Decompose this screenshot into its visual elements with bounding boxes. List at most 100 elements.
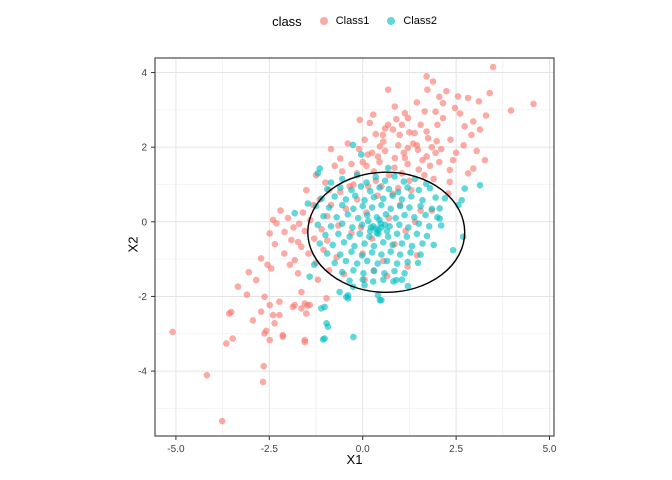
scatter-point-class1 <box>295 220 303 227</box>
scatter-point-class2 <box>338 201 346 209</box>
scatter-point-class2 <box>337 251 344 258</box>
scatter-point-class2 <box>291 209 299 217</box>
scatter-point-class2 <box>400 178 408 185</box>
scatter-point-class2 <box>374 292 382 299</box>
scatter-point-class2 <box>363 257 371 265</box>
scatter-point-class2 <box>404 282 412 290</box>
scatter-point-class1 <box>290 224 297 231</box>
scatter-point-class2 <box>350 267 357 274</box>
scatter-point-class2 <box>335 230 342 238</box>
scatter-point-class2 <box>357 151 365 158</box>
scatter-point-class2 <box>370 267 378 275</box>
scatter-point-class1 <box>411 129 418 137</box>
scatter-point-class1 <box>218 417 226 425</box>
scatter-point-class1 <box>380 138 387 145</box>
scatter-point-class2 <box>366 187 374 195</box>
scatter-point-class1 <box>432 108 439 115</box>
scatter-point-class1 <box>404 144 412 152</box>
scatter-point-class2 <box>476 181 484 189</box>
scatter-point-class1 <box>507 107 515 114</box>
scatter-point-class2 <box>372 173 380 181</box>
scatter-point-class1 <box>366 119 374 127</box>
scatter-point-class1 <box>245 268 253 276</box>
scatter-point-class2 <box>408 242 416 250</box>
scatter-point-class2 <box>426 184 434 192</box>
scatter-point-class1 <box>381 147 389 155</box>
scatter-point-class2 <box>369 278 377 285</box>
scatter-point-class1 <box>355 145 363 153</box>
y-tick-label: -4 <box>138 367 147 378</box>
scatter-point-class1 <box>401 109 409 117</box>
scatter-point-class2 <box>331 259 339 267</box>
scatter-point-class1 <box>393 115 400 123</box>
scatter-point-class2 <box>342 257 350 265</box>
scatter-point-class1 <box>277 207 284 214</box>
scatter-point-class2 <box>384 233 392 240</box>
scatter-point-class2 <box>381 221 389 229</box>
scatter-point-class2 <box>324 323 332 331</box>
scatter-point-class1 <box>419 156 426 164</box>
scatter-point-class1 <box>257 308 265 316</box>
scatter-point-class2 <box>406 204 413 211</box>
y-tick-label: -2 <box>138 292 147 303</box>
scatter-point-class1 <box>437 145 445 153</box>
scatter-point-class2 <box>370 193 378 201</box>
scatter-point-class1 <box>314 276 322 284</box>
scatter-point-class2 <box>351 192 359 199</box>
scatter-point-class2 <box>414 259 422 267</box>
scatter-point-class1 <box>299 209 307 216</box>
scatter-point-class2 <box>425 223 433 230</box>
scatter-point-class2 <box>321 335 328 342</box>
scatter-point-class2 <box>401 270 408 277</box>
scatter-point-class1 <box>281 228 288 236</box>
scatter-point-class2 <box>349 141 357 149</box>
scatter-point-class1 <box>318 226 325 233</box>
scatter-point-class1 <box>269 311 277 319</box>
scatter-point-class2 <box>329 241 337 249</box>
scatter-point-class2 <box>358 221 366 229</box>
scatter-point-class1 <box>423 128 430 135</box>
scatter-point-class1 <box>398 121 406 129</box>
scatter-point-class2 <box>428 205 436 213</box>
scatter-point-class1 <box>252 276 260 284</box>
x-tick-label: 2.5 <box>449 444 463 455</box>
scatter-point-class1 <box>289 303 297 311</box>
scatter-point-class2 <box>346 233 353 240</box>
scatter-point-class2 <box>423 232 431 240</box>
class2-point-icon <box>387 17 396 25</box>
scatter-point-class2 <box>346 277 353 285</box>
scatter-point-class1 <box>301 227 309 235</box>
scatter-point-class2 <box>404 184 411 191</box>
scatter-point-class1 <box>344 140 352 147</box>
scatter-point-class1 <box>449 156 457 164</box>
scatter-point-class1 <box>276 298 283 306</box>
scatter-point-class1 <box>391 154 399 162</box>
scatter-point-class1 <box>396 131 404 139</box>
scatter-point-class2 <box>385 185 393 193</box>
legend-label-class2: Class2 <box>403 15 437 27</box>
legend-label-class1: Class1 <box>335 15 370 27</box>
scatter-point-class2 <box>349 224 356 231</box>
scatter-point-class2 <box>389 241 396 249</box>
scatter-point-class1 <box>266 336 274 344</box>
scatter-point-class2 <box>415 186 423 194</box>
scatter-point-class1 <box>271 240 279 248</box>
scatter-point-class2 <box>356 230 364 238</box>
scatter-point-class1 <box>234 283 242 291</box>
scatter-point-class1 <box>243 291 251 298</box>
scatter-point-class2 <box>359 202 367 210</box>
scatter-point-class1 <box>257 255 265 262</box>
scatter-point-class1 <box>424 134 432 142</box>
scatter-point-class1 <box>361 136 368 143</box>
scatter-point-class1 <box>169 328 176 336</box>
scatter-point-class2 <box>422 211 429 219</box>
scatter-point-class1 <box>261 293 268 301</box>
scatter-point-class2 <box>393 260 401 267</box>
scatter-point-class2 <box>384 164 392 172</box>
scatter-point-class1 <box>323 295 330 302</box>
scatter-point-class1 <box>322 179 329 186</box>
scatter-point-class1 <box>433 137 441 145</box>
scatter-point-class2 <box>396 251 404 258</box>
scatter-point-class2 <box>357 183 365 190</box>
scatter-point-class2 <box>366 227 374 235</box>
